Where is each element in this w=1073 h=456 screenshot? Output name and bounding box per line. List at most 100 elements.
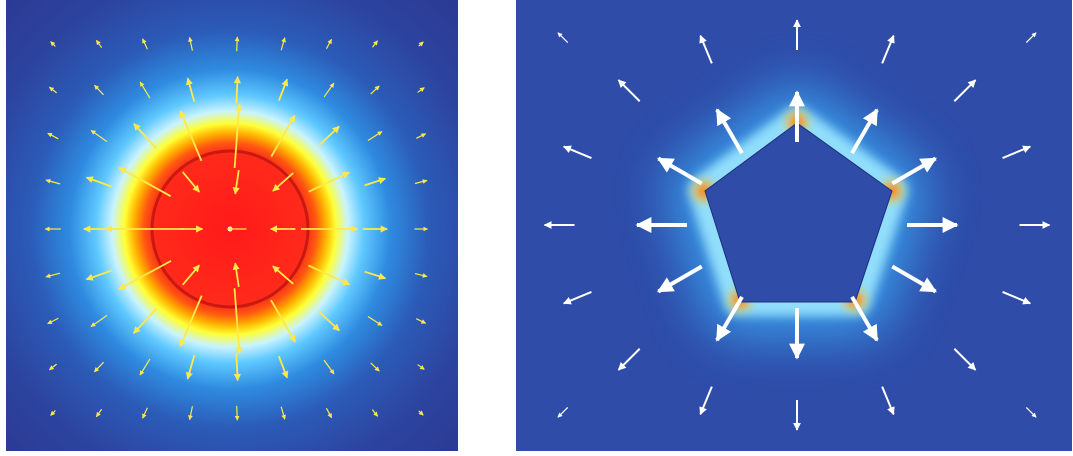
field-arrow <box>318 310 340 332</box>
field-arrow <box>85 176 112 188</box>
field-arrow <box>185 77 196 103</box>
field-arrow <box>367 131 383 141</box>
field-arrow <box>280 37 286 51</box>
field-arrow <box>891 156 937 186</box>
field-arrow <box>132 308 158 334</box>
pentagon-field-plot <box>516 0 1072 451</box>
field-arrow <box>657 264 703 294</box>
vector-arrows-left <box>44 36 429 421</box>
field-arrow <box>233 353 241 382</box>
field-arrow <box>1002 291 1032 305</box>
field-arrow <box>47 317 59 325</box>
panel-right-pentagon-field <box>516 0 1072 451</box>
field-arrow <box>93 361 105 373</box>
field-arrow <box>414 272 428 278</box>
field-arrow <box>133 123 157 149</box>
field-arrow <box>188 36 193 51</box>
field-arrow <box>90 129 108 143</box>
field-arrow <box>278 78 289 102</box>
field-arrow <box>50 410 56 416</box>
field-arrow <box>232 169 240 195</box>
field-arrow <box>881 386 895 416</box>
field-arrow <box>323 359 335 375</box>
field-arrow <box>308 171 350 193</box>
field-arrow <box>414 179 428 185</box>
vector-arrows-right <box>543 19 1051 431</box>
field-arrow <box>562 145 592 159</box>
field-arrow <box>318 125 340 147</box>
field-arrow <box>371 40 379 48</box>
field-arrow <box>185 354 196 380</box>
field-arrow <box>233 76 241 104</box>
field-arrow <box>323 82 335 98</box>
field-arrow <box>270 299 296 343</box>
field-arrow <box>325 407 333 419</box>
field-arrow <box>188 406 194 421</box>
field-arrow <box>1002 145 1032 159</box>
field-arrow <box>557 407 569 418</box>
field-arrow <box>953 348 977 371</box>
field-arrow <box>118 167 172 197</box>
field-arrow <box>139 81 151 99</box>
field-arrow <box>142 407 148 419</box>
field-arrow <box>181 264 201 286</box>
field-arrow <box>233 288 243 355</box>
field-arrow <box>1025 407 1037 418</box>
field-arrow <box>95 39 103 49</box>
field-arrow <box>47 132 59 140</box>
field-arrow <box>48 363 58 371</box>
field-arrow <box>179 295 203 348</box>
field-arrow <box>272 172 294 192</box>
field-arrow <box>85 269 112 281</box>
field-arrow <box>234 405 240 421</box>
field-arrow <box>416 133 427 139</box>
field-arrow <box>277 355 289 379</box>
field-arrow <box>182 171 200 193</box>
field-arrow <box>1025 32 1037 43</box>
field-arrow <box>45 272 61 279</box>
field-arrow <box>881 34 895 64</box>
field-arrow <box>617 79 641 102</box>
field-arrow <box>280 406 286 420</box>
field-arrow <box>417 364 425 370</box>
field-arrow <box>418 410 424 416</box>
field-arrow <box>364 270 387 280</box>
field-arrow <box>371 409 379 417</box>
field-arrow <box>367 316 383 326</box>
field-background <box>6 0 458 451</box>
field-arrow <box>179 110 203 162</box>
pentagon-shape <box>704 122 893 303</box>
field-arrow <box>699 386 713 416</box>
field-arrow <box>370 362 380 372</box>
field-arrow <box>142 38 148 50</box>
field-arrow <box>699 34 713 64</box>
field-arrow <box>48 86 58 94</box>
field-arrow <box>617 348 641 371</box>
field-arrow <box>270 114 296 158</box>
field-arrow <box>715 295 744 342</box>
field-arrow <box>953 79 977 102</box>
field-arrow <box>95 408 103 418</box>
field-arrow <box>557 32 569 43</box>
panel-left-circle-field <box>6 0 458 451</box>
field-arrow <box>234 36 240 52</box>
field-arrow <box>850 108 879 155</box>
field-arrow <box>50 41 56 47</box>
field-arrow <box>118 260 172 290</box>
field-arrow <box>891 264 937 294</box>
field-arrow <box>232 262 240 287</box>
field-arrow <box>370 85 380 95</box>
field-arrow <box>45 178 61 185</box>
field-arrow <box>364 177 387 187</box>
field-arrow <box>562 291 592 305</box>
field-arrow <box>325 38 333 50</box>
field-arrow <box>657 156 703 186</box>
field-arrow <box>233 103 243 169</box>
field-arrow <box>272 265 294 285</box>
field-arrow <box>90 314 108 328</box>
field-arrow <box>715 108 744 155</box>
field-arrow <box>415 318 427 324</box>
field-arrow <box>308 264 351 286</box>
field-arrow <box>417 87 425 93</box>
circle-field-plot <box>6 0 458 451</box>
